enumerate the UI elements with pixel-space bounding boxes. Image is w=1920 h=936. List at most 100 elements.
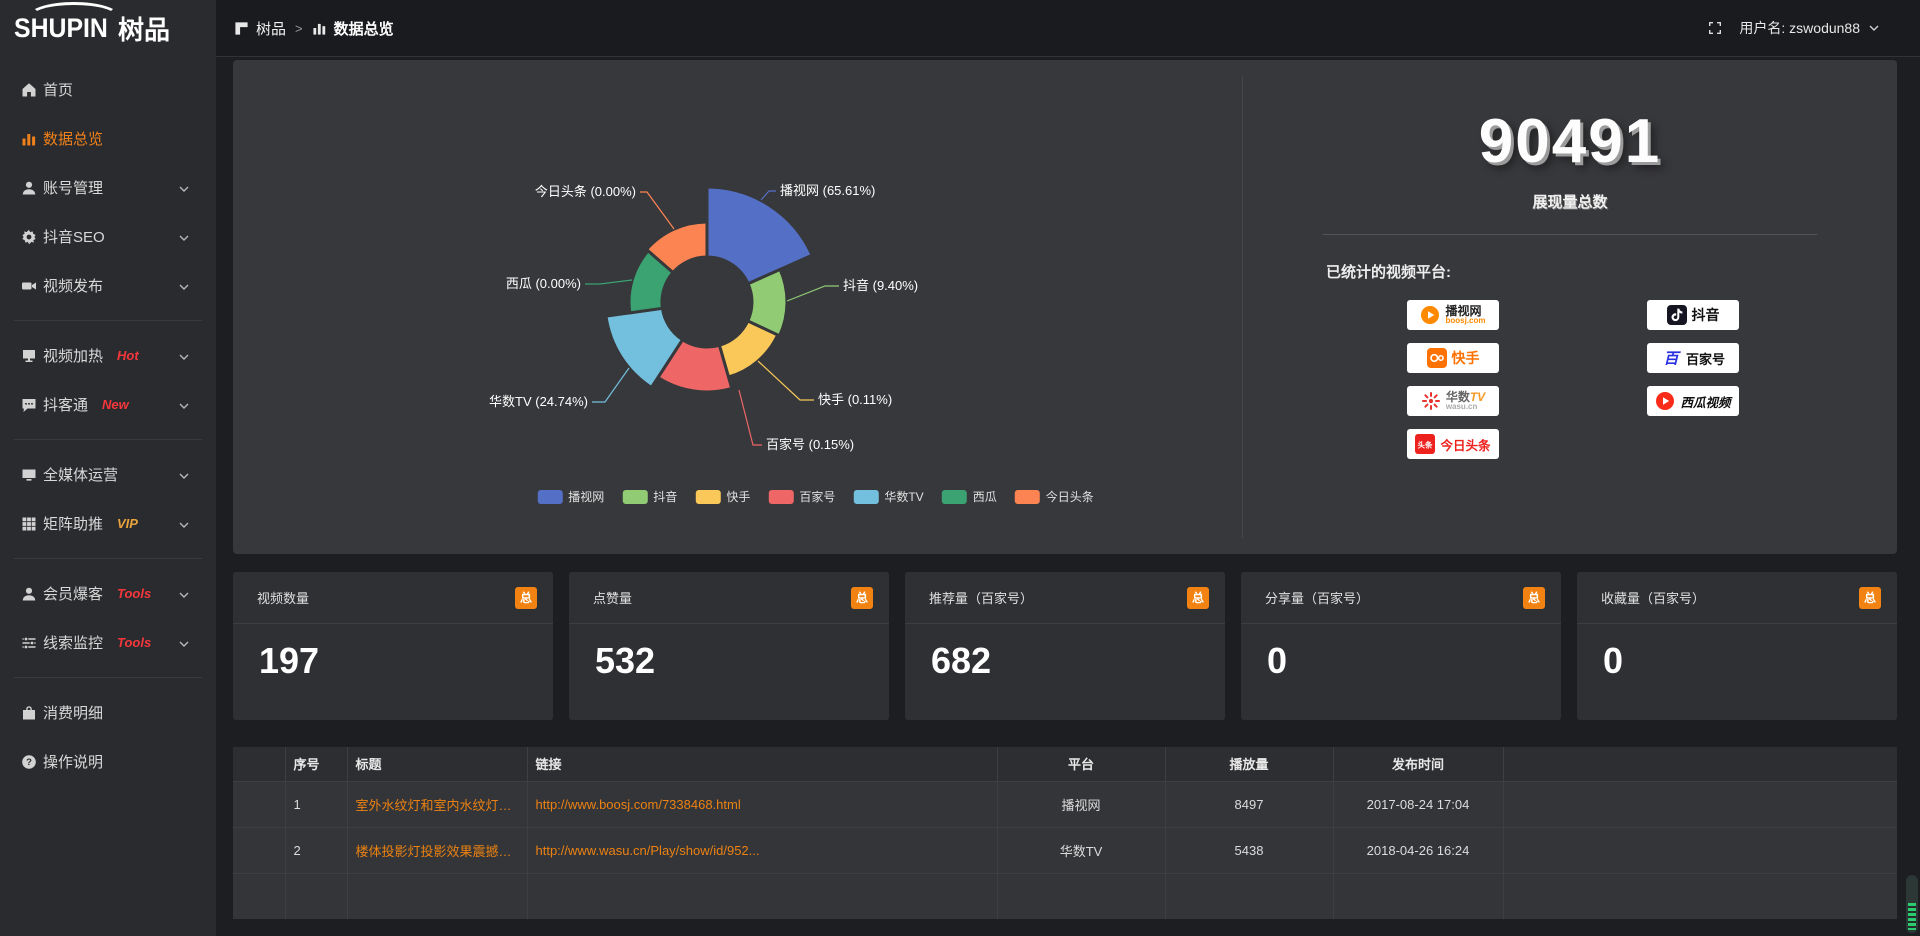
- table-row-partial: [233, 872, 1897, 919]
- sidebar-divider: [14, 320, 202, 321]
- legend-item[interactable]: 百家号: [768, 488, 835, 505]
- legend-item[interactable]: 抖音: [622, 488, 677, 505]
- sidebar-item-label: 抖音SEO: [43, 229, 105, 246]
- pie-slice-2[interactable]: [717, 319, 780, 379]
- stat-card-value: 197: [259, 640, 320, 681]
- total-badge: 总: [1523, 586, 1545, 609]
- sidebar-item-label: 消费明细: [43, 705, 104, 722]
- sidebar-item-video-publish[interactable]: 视频发布: [0, 261, 216, 310]
- sidebar-item-douketong[interactable]: 抖客通 New: [0, 380, 216, 429]
- platform-badge-douyin: 抖音: [1647, 300, 1739, 330]
- total-badge: 总: [1187, 586, 1209, 609]
- legend-item[interactable]: 华数TV: [853, 488, 924, 505]
- cell-title[interactable]: 楼体投影灯投影效果震撼上市: [347, 826, 528, 873]
- legend-item[interactable]: 快手: [695, 488, 750, 505]
- chevron-down-icon: [178, 588, 190, 600]
- cell-link[interactable]: http://www.wasu.cn/Play/show/id/952...: [527, 826, 998, 873]
- cell-no: 1: [285, 780, 348, 827]
- sidebar-item-member-baoke[interactable]: 会员爆客 Tools: [0, 569, 216, 618]
- cell-plays: 5438: [1165, 826, 1334, 873]
- legend-swatch: [695, 489, 721, 504]
- sidebar-item-account-manage[interactable]: 账号管理: [0, 163, 216, 212]
- sidebar-item-media-ops[interactable]: 全媒体运营: [0, 450, 216, 499]
- cell-platform: 华数TV: [997, 826, 1166, 873]
- sidebar-item-clue-monitor[interactable]: 线索监控 Tools: [0, 618, 216, 667]
- billboard-icon: [21, 348, 37, 364]
- stat-card-value: 0: [1603, 640, 1624, 681]
- legend-item[interactable]: 西瓜: [941, 488, 997, 505]
- chevron-down-icon[interactable]: [1868, 22, 1880, 34]
- platform-badge-toutiao: 头条 今日头条: [1407, 429, 1499, 459]
- stat-card-1: 点赞量 总 532: [569, 572, 889, 720]
- sidebar-item-label: 视频加热: [43, 348, 104, 365]
- monitor-icon: [21, 467, 37, 483]
- platform-badge-baijiahao: 百百家号: [1647, 343, 1739, 373]
- pie-label-line: [757, 360, 814, 401]
- sidebar-item-badge: Hot: [117, 348, 139, 363]
- pie-slice-3[interactable]: [655, 337, 734, 394]
- sliders-icon: [21, 635, 37, 651]
- platform-badge-kuaishou: 快手: [1407, 343, 1499, 373]
- table-body: 1 室外水纹灯和室内水纹灯的区别和简介 http://www.boosj.com…: [233, 780, 1897, 919]
- stat-card-label: 点赞量: [593, 591, 633, 606]
- cell-link[interactable]: http://www.boosj.com/7338468.html: [527, 780, 998, 827]
- chevron-down-icon: [178, 399, 190, 411]
- impressions-total-label: 展现量总数: [1532, 194, 1608, 211]
- cell-platform: 播视网: [997, 780, 1166, 827]
- bag-icon: [21, 705, 37, 721]
- cell-title[interactable]: 室外水纹灯和室内水纹灯的区别和简介: [347, 780, 528, 827]
- pie-label: 播视网 (65.61%): [780, 183, 875, 198]
- legend-item[interactable]: 今日头条: [1014, 488, 1094, 505]
- sidebar-item-label: 线索监控: [43, 635, 104, 652]
- cell-plays: 8497: [1165, 780, 1334, 827]
- sidebar-item-label: 数据总览: [43, 131, 104, 148]
- pie-slice-4[interactable]: [604, 306, 685, 390]
- username[interactable]: 用户名: zswodun88: [1739, 20, 1860, 36]
- stat-card-label: 推荐量（百家号）: [929, 591, 1034, 606]
- cell-time: 2017-08-24 17:04: [1333, 780, 1504, 827]
- xigua-logo-icon: [1655, 391, 1675, 411]
- legend-swatch: [941, 489, 967, 504]
- sidebar-item-video-heat[interactable]: 视频加热 Hot: [0, 331, 216, 380]
- chevron-down-icon: [178, 637, 190, 649]
- stat-card-value: 532: [595, 640, 656, 681]
- pie-slice-0[interactable]: [705, 185, 815, 286]
- sidebar-item-home[interactable]: 首页: [0, 65, 216, 114]
- pie-slice-6[interactable]: [644, 220, 709, 275]
- stat-card-0: 视频数量 总 197: [233, 572, 553, 720]
- breadcrumb: 树品 > 数据总览: [234, 18, 394, 39]
- breadcrumb-separator: >: [295, 20, 303, 36]
- question-icon: ?: [21, 754, 37, 770]
- svg-text:百: 百: [1663, 351, 1681, 368]
- sidebar-item-douyin-seo[interactable]: 抖音SEO: [0, 212, 216, 261]
- legend-item[interactable]: 播视网: [537, 488, 604, 505]
- sidebar-divider: [14, 558, 202, 559]
- stat-card-value: 0: [1267, 640, 1288, 681]
- platform-badge-boosj: 播视网 boosj.com: [1407, 300, 1499, 330]
- sidebar-item-help[interactable]: ? 操作说明: [0, 737, 216, 786]
- legend-swatch: [1014, 489, 1040, 504]
- breadcrumb-root[interactable]: 树品: [256, 20, 287, 38]
- stat-cards-row: 视频数量 总 197 点赞量 总 532 推荐量（百家号） 总 682 分享量（…: [233, 572, 1897, 720]
- sidebar-item-badge: Tools: [117, 586, 152, 601]
- panel-divider: [1242, 76, 1243, 538]
- fullscreen-icon[interactable]: [1707, 20, 1723, 36]
- pie-slice-5[interactable]: [627, 248, 676, 315]
- gear-icon: [21, 229, 37, 245]
- sidebar-item-label: 全媒体运营: [43, 467, 119, 484]
- sidebar-item-consume-detail[interactable]: 消费明细: [0, 688, 216, 737]
- sidebar-item-data-overview[interactable]: 数据总览: [0, 114, 216, 163]
- legend-swatch: [537, 489, 563, 504]
- scroll-indicator[interactable]: [1906, 875, 1918, 933]
- pie-slice-1[interactable]: [745, 267, 789, 338]
- pie-label-line: [585, 279, 633, 285]
- user-icon: [21, 586, 37, 602]
- sidebar-item-badge: Tools: [117, 635, 152, 650]
- stat-card-value: 682: [931, 640, 992, 681]
- table-header-1: 标题: [347, 747, 528, 781]
- stat-card-3: 分享量（百家号） 总 0: [1241, 572, 1561, 720]
- main-content: 抖音seo数据全媒体运营数据询盘数据 播视网 (65.61%)抖音 (9.40%…: [216, 0, 1920, 919]
- sidebar-item-matrix-boost[interactable]: 矩阵助推 VIP: [0, 499, 216, 548]
